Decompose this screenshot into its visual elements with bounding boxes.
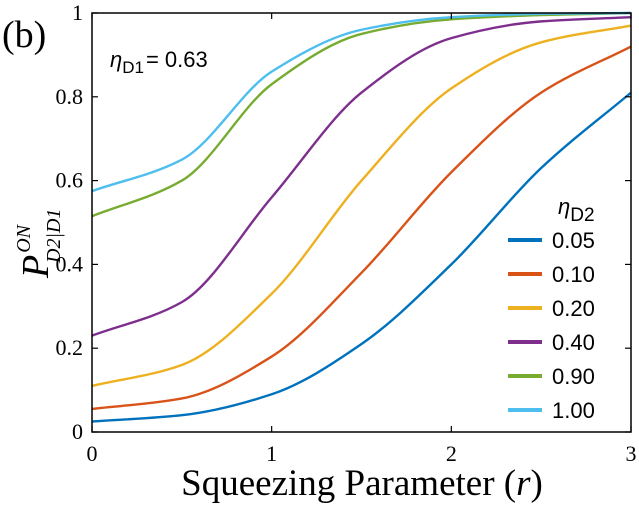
y-tick-label: 0.8 bbox=[56, 84, 84, 109]
legend-label: 0.40 bbox=[552, 330, 595, 355]
eta-d1-value: = 0.63 bbox=[146, 47, 208, 72]
legend: ηD2 0.05 0.10 0.20 0.40 0.90 1.00 bbox=[508, 194, 595, 423]
legend-label: 0.10 bbox=[552, 262, 595, 287]
plot-area: 0 1 2 3 0 0.2 0.4 0.6 0.8 1 bbox=[56, 0, 637, 466]
x-tick-label: 0 bbox=[87, 441, 98, 466]
y-axis-label: P ON D2|D1 bbox=[13, 209, 65, 279]
legend-items: 0.05 0.10 0.20 0.40 0.90 1.00 bbox=[508, 228, 595, 423]
series-line-6 bbox=[91, 11, 632, 193]
series-line-5 bbox=[91, 11, 632, 218]
legend-label: 1.00 bbox=[552, 398, 595, 423]
panel-label: (b) bbox=[2, 14, 46, 56]
x-axis-label-text: Squeezing Parameter ( bbox=[181, 463, 516, 504]
x-tick-label: 1 bbox=[266, 441, 277, 466]
x-tick-label: 2 bbox=[446, 441, 457, 466]
series-line-4 bbox=[91, 15, 632, 337]
x-axis-variable: r bbox=[516, 463, 531, 504]
legend-title-symbol: η bbox=[558, 194, 570, 219]
legend-item: 1.00 bbox=[508, 398, 595, 423]
y-tick-label: 0.4 bbox=[56, 251, 84, 276]
x-tick-label: 3 bbox=[626, 441, 637, 466]
series-line-2 bbox=[91, 45, 632, 411]
legend-label: 0.20 bbox=[552, 296, 595, 321]
y-tick-label: 1 bbox=[72, 0, 83, 25]
y-axis-subscript: D2|D1 bbox=[43, 209, 65, 264]
series-line-1 bbox=[91, 91, 632, 423]
y-tick-label: 0 bbox=[72, 419, 83, 444]
eta-d1-subscript: D1 bbox=[122, 58, 144, 77]
legend-item: 0.05 bbox=[508, 228, 595, 253]
legend-title-subscript: D2 bbox=[570, 205, 594, 226]
legend-item: 0.10 bbox=[508, 262, 595, 287]
legend-label: 0.90 bbox=[552, 364, 595, 389]
series-layer bbox=[91, 11, 632, 423]
y-axis-symbol: P bbox=[15, 255, 57, 279]
legend-title: ηD2 bbox=[558, 194, 595, 226]
axes-box bbox=[91, 12, 632, 433]
legend-label: 0.05 bbox=[552, 228, 595, 253]
y-tick-label: 0.2 bbox=[56, 335, 84, 360]
eta-d1-symbol: η bbox=[110, 47, 122, 72]
legend-item: 0.20 bbox=[508, 296, 595, 321]
series-line-3 bbox=[91, 24, 632, 388]
legend-item: 0.40 bbox=[508, 330, 595, 355]
legend-item: 0.90 bbox=[508, 364, 595, 389]
x-axis-label: Squeezing Parameter (r) bbox=[181, 463, 543, 504]
eta-d1-annotation: ηD1= 0.63 bbox=[110, 47, 208, 77]
x-axis-label-close: ) bbox=[531, 463, 543, 504]
y-axis-superscript: ON bbox=[13, 223, 35, 252]
y-tick-label: 0.6 bbox=[56, 168, 84, 193]
ticks-layer: 0 1 2 3 0 0.2 0.4 0.6 0.8 1 bbox=[56, 0, 637, 466]
